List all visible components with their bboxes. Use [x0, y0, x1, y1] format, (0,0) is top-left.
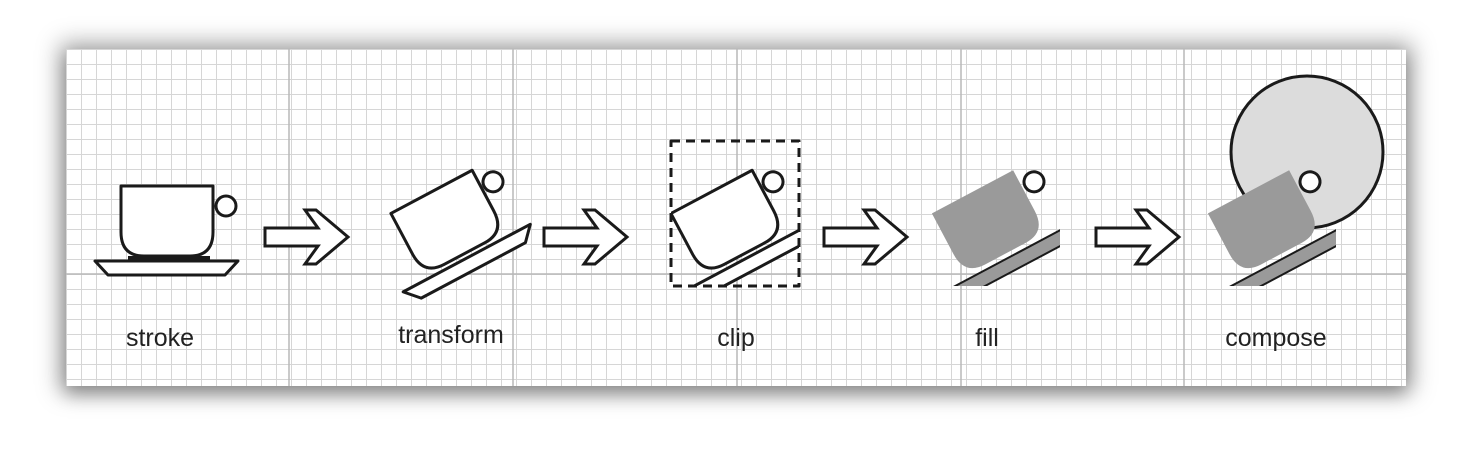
fill-label: fill	[975, 324, 999, 352]
stroke-label: stroke	[125, 324, 195, 352]
arrow-right-icon-1	[263, 208, 351, 266]
clip-label: clip	[717, 324, 755, 352]
arrow-icons	[263, 208, 1182, 266]
arrow-right-icon-3	[822, 208, 910, 266]
arrow-right-icon-4	[1094, 208, 1182, 266]
stroke-cup-icon	[93, 184, 240, 277]
clip-rectangle	[669, 139, 801, 288]
clipped-cup-icon	[669, 139, 801, 288]
transformed-cup-icon	[389, 168, 532, 300]
compose-label: compose	[1225, 324, 1327, 352]
composed-cup-icon	[1208, 74, 1385, 286]
arrow-right-icon-2	[542, 208, 630, 266]
filled-cup-icon	[932, 170, 1060, 286]
transform-label: transform	[398, 321, 504, 349]
